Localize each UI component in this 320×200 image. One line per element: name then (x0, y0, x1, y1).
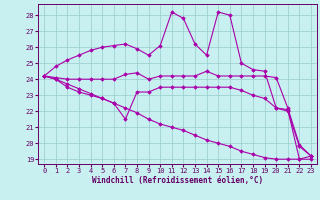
X-axis label: Windchill (Refroidissement éolien,°C): Windchill (Refroidissement éolien,°C) (92, 176, 263, 185)
